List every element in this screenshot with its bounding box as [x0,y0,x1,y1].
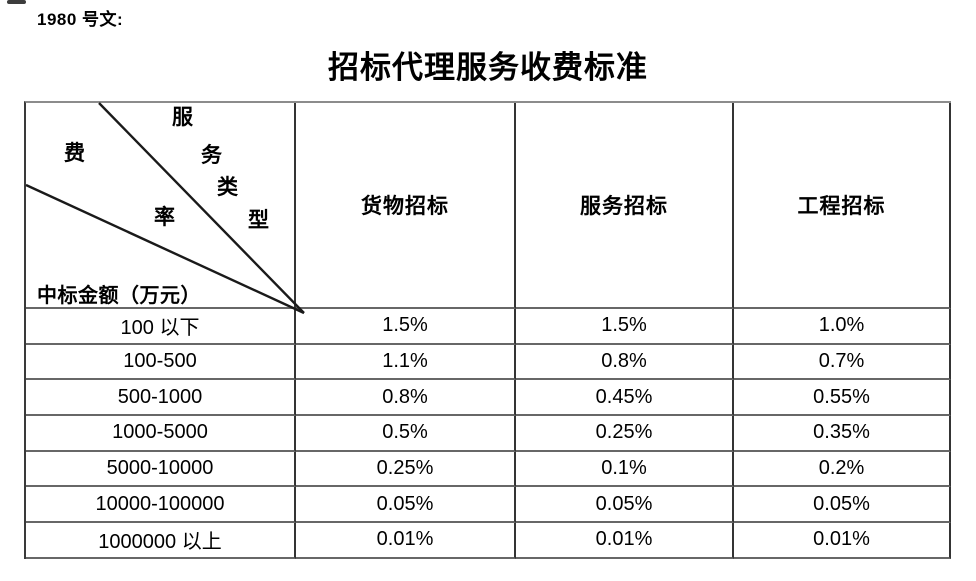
fee-cell: 0.8% [516,344,734,381]
page-title: 招标代理服务收费标准 [328,50,648,85]
fee-cell: 0.1% [516,451,734,488]
fee-cell: 0.5% [296,416,516,452]
document-number-label: 1980 号文: [37,10,124,29]
fee-cell: 1.0% [734,309,951,345]
fee-cell: 0.8% [296,380,516,417]
scan-artifact-mark [7,0,26,4]
row-header-amount: 100-500 [26,344,296,381]
column-header-goods: 货物招标 [296,103,516,309]
fee-cell: 0.25% [516,416,734,452]
fee-cell: 1.1% [296,344,516,381]
row-header-amount: 1000-5000 [26,416,296,452]
fee-cell: 0.01% [734,523,951,559]
row-header-amount: 100 以下 [26,309,296,345]
fee-cell: 0.7% [734,344,951,381]
fee-cell: 0.01% [296,523,516,559]
fee-cell: 0.2% [734,451,951,488]
row-header-amount: 500-1000 [26,380,296,417]
corner-label-type-char-2: 务 [201,143,222,167]
corner-label-type-char-4: 型 [248,208,269,232]
corner-label-type-char-3: 类 [217,175,238,199]
column-header-engineering: 工程招标 [734,103,951,309]
row-header-amount: 5000-10000 [26,451,296,488]
corner-label-type-char-1: 服 [172,105,193,129]
fee-cell: 0.45% [516,380,734,417]
column-header-service: 服务招标 [516,103,734,309]
fee-cell: 0.05% [734,487,951,524]
corner-label-amount: 中标金额（万元） [37,285,201,307]
fee-cell: 0.05% [516,487,734,524]
fee-cell: 1.5% [296,309,516,345]
fee-cell: 0.55% [734,380,951,417]
fee-cell: 0.25% [296,451,516,488]
corner-label-fee-char: 费 [64,141,85,165]
row-header-amount: 10000-100000 [26,487,296,524]
fee-cell: 0.05% [296,487,516,524]
fee-cell: 1.5% [516,309,734,345]
corner-diagonal-cell: 服 务 类 型 费 率 中标金额（万元） [25,102,305,315]
fee-cell: 0.35% [734,416,951,452]
corner-label-rate-char: 率 [154,205,175,229]
row-header-amount: 1000000 以上 [26,523,296,559]
diagonal-divider-lines [25,102,305,315]
fee-standard-table: 服 务 类 型 费 率 中标金额（万元） 货物招标 服务招标 工程招标 100 … [24,101,951,559]
fee-cell: 0.01% [516,523,734,559]
